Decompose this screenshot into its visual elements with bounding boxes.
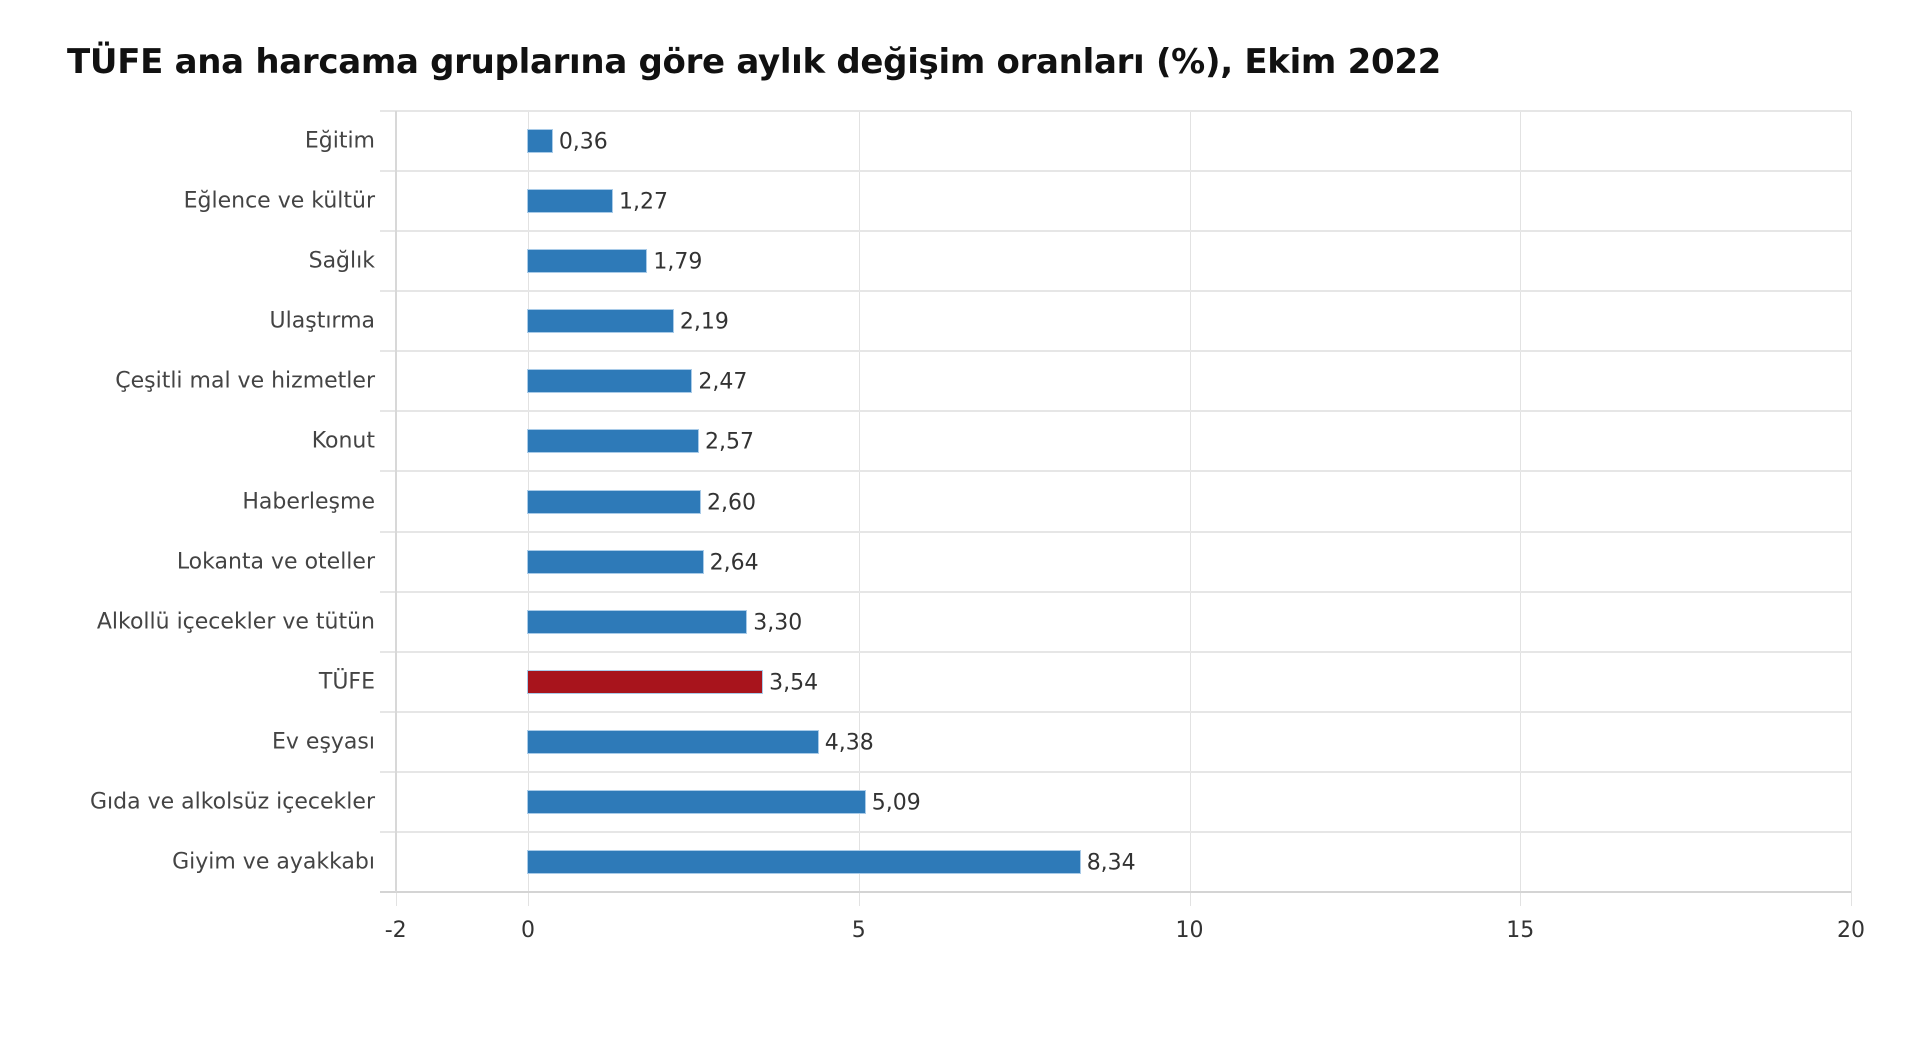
value-label: 2,19 — [679, 309, 729, 335]
bar[interactable] — [528, 850, 1080, 873]
bar[interactable] — [528, 310, 673, 333]
bar[interactable] — [528, 670, 763, 693]
gridline-horizontal — [379, 170, 1851, 173]
bar[interactable] — [528, 250, 647, 273]
category-label: Lokanta ve oteller — [176, 549, 375, 575]
value-label: 2,64 — [709, 550, 759, 576]
gridline-horizontal — [379, 650, 1851, 653]
gridline-vertical — [1520, 111, 1522, 906]
bar[interactable] — [528, 730, 818, 753]
gridline-horizontal — [379, 290, 1851, 293]
x-axis-line — [379, 891, 1851, 893]
gridline-vertical — [1851, 111, 1852, 906]
x-tick-label: -2 — [384, 918, 407, 943]
category-label: Haberleşme — [242, 489, 375, 514]
value-label: 3,54 — [769, 670, 819, 696]
value-label: 5,09 — [871, 790, 921, 816]
bar[interactable] — [528, 130, 552, 153]
bar[interactable] — [528, 490, 700, 513]
gridline-vertical — [1189, 111, 1191, 906]
bar[interactable] — [528, 550, 703, 573]
category-label: Giyim ve ayakkabı — [172, 849, 375, 875]
gridline-horizontal — [379, 830, 1851, 833]
value-label: 1,27 — [619, 189, 668, 215]
gridline-horizontal — [379, 230, 1851, 233]
y-axis-line — [394, 111, 397, 892]
value-label: 2,57 — [705, 429, 754, 455]
gridline-horizontal — [379, 530, 1851, 533]
category-label: Ulaştırma — [269, 308, 375, 334]
x-tick-label: 15 — [1506, 918, 1535, 943]
value-label: 8,34 — [1086, 850, 1136, 876]
category-label: Alkollü içecekler ve tütün — [96, 609, 375, 635]
bar[interactable] — [528, 790, 865, 813]
value-label: 3,30 — [753, 610, 803, 636]
value-label: 2,60 — [706, 490, 756, 515]
chart-title: TÜFE ana harcama gruplarına göre aylık d… — [67, 42, 1442, 82]
value-label: 1,79 — [653, 249, 703, 275]
value-label: 0,36 — [558, 129, 608, 155]
gridline-horizontal — [379, 770, 1851, 773]
category-label: Ev eşyası — [272, 729, 375, 755]
category-label: Eğitim — [304, 128, 375, 154]
gridline-vertical — [858, 111, 860, 906]
bar[interactable] — [528, 190, 612, 213]
bar[interactable] — [528, 610, 747, 633]
category-label: Çeşitli mal ve hizmetler — [115, 368, 375, 394]
gridline-horizontal — [379, 410, 1851, 413]
gridline-horizontal — [379, 350, 1851, 353]
category-label: Eğlence ve kültür — [183, 188, 375, 214]
bar[interactable] — [528, 430, 698, 453]
gridline-horizontal — [379, 590, 1851, 593]
x-tick-label: 5 — [851, 918, 866, 943]
bar[interactable] — [528, 370, 692, 393]
value-label: 2,47 — [698, 369, 748, 395]
x-tick-label: 0 — [521, 918, 535, 943]
category-label: TÜFE — [318, 669, 375, 695]
x-tick-label: 20 — [1837, 918, 1865, 943]
value-label: 4,38 — [824, 730, 874, 756]
category-label: Sağlık — [308, 248, 375, 274]
category-label: Gıda ve alkolsüz içecekler — [89, 789, 375, 815]
x-tick-label: 10 — [1175, 918, 1204, 943]
category-label: Konut — [311, 428, 375, 454]
gridline-horizontal — [379, 710, 1851, 713]
gridline-horizontal — [379, 110, 1851, 112]
gridline-horizontal — [379, 470, 1851, 473]
